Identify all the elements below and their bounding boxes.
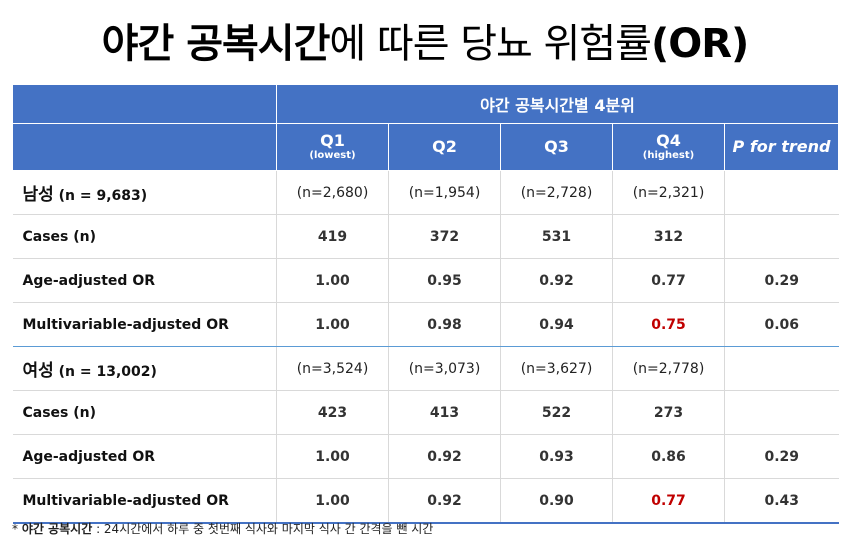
row-label: Cases (n) bbox=[12, 390, 277, 435]
column-label: Q2 bbox=[432, 137, 457, 156]
value-cell: 413 bbox=[388, 390, 501, 435]
row-label: Age-adjusted OR bbox=[12, 434, 277, 479]
column-header-q3: Q3 bbox=[500, 123, 613, 171]
value-cell: 0.75 bbox=[612, 302, 725, 347]
footnote-definition: : 24시간에서 하루 중 첫번째 식사와 마지막 식사 간 간격을 뺀 시간 bbox=[92, 522, 434, 536]
group-label-cell: 여성 (n = 13,002) bbox=[12, 346, 277, 391]
title-bold: 야간 공복시간 bbox=[101, 21, 331, 67]
column-header-p-trend: P for trend bbox=[723, 123, 840, 171]
group-name: 남성 bbox=[22, 185, 54, 205]
value-cell: 312 bbox=[612, 214, 725, 259]
value-cell bbox=[724, 390, 839, 435]
table-row: Multivariable-adjusted OR 1.00 0.92 0.90 0.7… bbox=[12, 478, 839, 524]
column-header-q4: Q4 (highest) bbox=[612, 123, 725, 171]
count-cell bbox=[724, 170, 839, 215]
row-label: Multivariable-adjusted OR bbox=[12, 478, 277, 524]
value-cell: 0.93 bbox=[500, 434, 613, 479]
count-cell: (n=2,680) bbox=[276, 170, 389, 215]
value-cell: 1.00 bbox=[276, 434, 389, 479]
column-header-q1: Q1 (lowest) bbox=[276, 123, 389, 171]
table-row: Multivariable-adjusted OR 1.00 0.98 0.94 0.7… bbox=[12, 302, 839, 347]
group-name: 여성 bbox=[22, 361, 54, 381]
value-cell: 522 bbox=[500, 390, 613, 435]
value-cell: 1.00 bbox=[276, 258, 389, 303]
header-row-columns: Q1 (lowest) Q2 Q3 Q4 (highest) P for trend bbox=[12, 123, 840, 171]
value-cell: 0.90 bbox=[500, 478, 613, 524]
footnote: * 야간 공복시간 : 24시간에서 하루 중 첫번째 식사와 마지막 식사 간… bbox=[12, 520, 433, 537]
value-cell: 0.06 bbox=[724, 302, 839, 347]
footnote-marker: * bbox=[12, 522, 22, 536]
row-label: Age-adjusted OR bbox=[12, 258, 277, 303]
value-cell: 1.00 bbox=[276, 478, 389, 524]
value-cell: 0.94 bbox=[500, 302, 613, 347]
value-cell bbox=[724, 214, 839, 259]
group-header: 야간 공복시간별 4분위 bbox=[275, 84, 840, 124]
value-cell: 0.92 bbox=[388, 478, 501, 524]
value-cell: 0.77 bbox=[612, 478, 725, 524]
value-cell: 0.86 bbox=[612, 434, 725, 479]
value-cell: 0.29 bbox=[724, 258, 839, 303]
value-cell: 273 bbox=[612, 390, 725, 435]
table-row: Cases (n) 423 413 522 273 bbox=[12, 390, 839, 435]
value-cell: 531 bbox=[500, 214, 613, 259]
count-cell: (n=1,954) bbox=[388, 170, 501, 215]
value-cell: 0.92 bbox=[388, 434, 501, 479]
column-header-q2: Q2 bbox=[388, 123, 501, 171]
value-cell: 0.43 bbox=[724, 478, 839, 524]
row-label: Multivariable-adjusted OR bbox=[12, 302, 277, 347]
count-cell: (n=3,627) bbox=[500, 346, 613, 391]
count-cell: (n=2,778) bbox=[612, 346, 725, 391]
count-cell: (n=3,524) bbox=[276, 346, 389, 391]
group-row: 남성 (n = 9,683) (n=2,680) (n=1,954) (n=2,728… bbox=[12, 170, 839, 215]
or-table: 야간 공복시간별 4분위 Q1 (lowest) Q2 Q3 Q4 (highest… bbox=[12, 84, 840, 524]
column-sub: (highest) bbox=[642, 150, 695, 161]
column-label: Q1 bbox=[320, 131, 345, 150]
header-corner-2 bbox=[12, 123, 277, 171]
title-suffix: (OR) bbox=[650, 21, 749, 67]
group-label-cell: 남성 (n = 9,683) bbox=[12, 170, 277, 215]
count-cell: (n=2,321) bbox=[612, 170, 725, 215]
header-corner bbox=[12, 84, 277, 124]
page-title: 야간 공복시간에 따른 당뇨 위험률(OR) bbox=[0, 12, 850, 76]
value-cell: 419 bbox=[276, 214, 389, 259]
header-row-group: 야간 공복시간별 4분위 bbox=[12, 84, 840, 124]
value-cell: 372 bbox=[388, 214, 501, 259]
value-cell: 423 bbox=[276, 390, 389, 435]
count-cell: (n=3,073) bbox=[388, 346, 501, 391]
column-label: P for trend bbox=[732, 137, 831, 156]
title-rest: 에 따른 당뇨 위험률 bbox=[329, 21, 652, 67]
group-n: (n = 9,683) bbox=[58, 188, 148, 204]
row-label: Cases (n) bbox=[12, 214, 277, 259]
value-cell: 0.98 bbox=[388, 302, 501, 347]
column-label: Q4 bbox=[656, 131, 681, 150]
column-sub: (lowest) bbox=[309, 150, 356, 161]
table-row: Age-adjusted OR 1.00 0.92 0.93 0.86 0.29 bbox=[12, 434, 839, 479]
value-cell: 0.92 bbox=[500, 258, 613, 303]
count-cell bbox=[724, 346, 839, 391]
table-row: Cases (n) 419 372 531 312 bbox=[12, 214, 839, 259]
table-row: Age-adjusted OR 1.00 0.95 0.92 0.77 0.29 bbox=[12, 258, 839, 303]
footnote-term: 야간 공복시간 bbox=[21, 522, 93, 536]
value-cell: 0.29 bbox=[724, 434, 839, 479]
value-cell: 0.77 bbox=[612, 258, 725, 303]
count-cell: (n=2,728) bbox=[500, 170, 613, 215]
column-label: Q3 bbox=[544, 137, 569, 156]
value-cell: 0.95 bbox=[388, 258, 501, 303]
value-cell: 1.00 bbox=[276, 302, 389, 347]
group-row: 여성 (n = 13,002) (n=3,524) (n=3,073) (n=3,62… bbox=[12, 346, 839, 391]
group-n: (n = 13,002) bbox=[58, 364, 157, 380]
